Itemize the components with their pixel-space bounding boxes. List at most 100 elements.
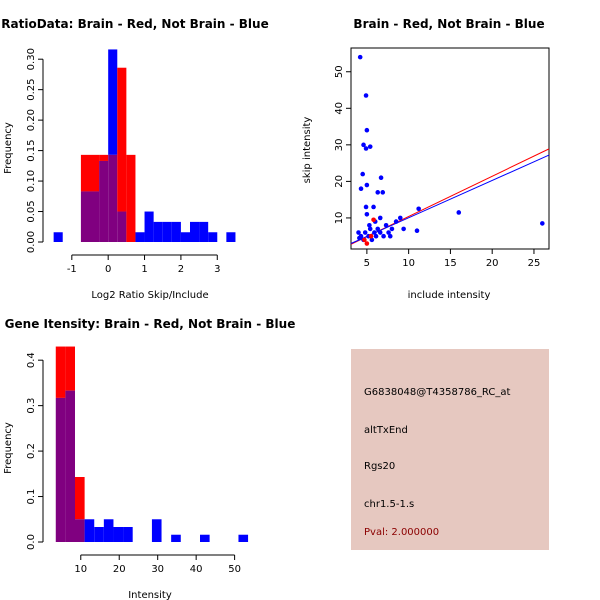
scatter-point-not-brain bbox=[363, 204, 369, 210]
histogram-bar-not-brain bbox=[108, 49, 118, 155]
x-tick-label: 25 bbox=[528, 258, 541, 269]
scatter-point-not-brain bbox=[540, 221, 545, 226]
scatter-point-not-brain bbox=[372, 230, 377, 235]
histogram-bar-not-brain bbox=[153, 221, 163, 242]
intensity-histogram-ylabel: Frequency bbox=[3, 422, 14, 474]
y-tick-label: 0.00 bbox=[26, 231, 37, 253]
histogram-bar-brain bbox=[126, 154, 136, 242]
x-tick-label: 2 bbox=[178, 264, 184, 275]
y-tick-label: 0.2 bbox=[26, 443, 37, 459]
histogram-bar-overlap bbox=[75, 519, 85, 542]
scatter-point-not-brain bbox=[393, 219, 399, 224]
y-tick-label: 0.15 bbox=[26, 139, 37, 161]
scatter-point-not-brain bbox=[356, 230, 361, 235]
x-tick-label: 10 bbox=[402, 258, 415, 269]
x-tick-label: 20 bbox=[113, 564, 126, 575]
scatter-point-not-brain bbox=[360, 171, 365, 177]
x-tick-label: 20 bbox=[486, 258, 499, 269]
scatter-point-not-brain bbox=[456, 210, 462, 215]
scatter-point-not-brain bbox=[389, 226, 395, 232]
histogram-bar-not-brain bbox=[180, 232, 190, 242]
histogram-bar-brain bbox=[55, 346, 66, 398]
histogram-bar-not-brain bbox=[103, 519, 114, 542]
histogram-bar-overlap bbox=[55, 397, 66, 542]
histogram-bar-overlap bbox=[99, 160, 109, 242]
histogram-bar-overlap bbox=[80, 191, 90, 242]
gene-name: Rgs20 bbox=[364, 461, 396, 472]
scatter-point-not-brain bbox=[358, 186, 364, 191]
histogram-bar-not-brain bbox=[53, 232, 63, 242]
histogram-bar-brain bbox=[117, 67, 127, 212]
event-type: altTxEnd bbox=[364, 425, 408, 436]
histogram-bar-overlap bbox=[90, 191, 100, 242]
scatter-point-not-brain bbox=[386, 230, 391, 235]
ratio-histogram-ylabel: Frequency bbox=[3, 122, 14, 174]
scatter-points bbox=[356, 54, 545, 246]
scatter-point-not-brain bbox=[357, 235, 362, 241]
histogram-bar-overlap bbox=[108, 154, 118, 242]
ratio-histogram-title: RatioData: Brain - Red, Not Brain - Blue bbox=[1, 17, 268, 31]
x-tick-label: 1 bbox=[141, 264, 147, 275]
scatter-point-not-brain bbox=[363, 93, 369, 98]
y-tick-label: 10 bbox=[334, 212, 345, 225]
probe-id: G6838048@T4358786_RC_at bbox=[364, 387, 511, 398]
scatter-point-not-brain bbox=[375, 226, 381, 232]
histogram-bar-brain bbox=[75, 477, 85, 520]
histogram-bar-not-brain bbox=[208, 232, 218, 242]
scatter-point-not-brain bbox=[363, 146, 369, 151]
y-tick-label: 0.1 bbox=[26, 489, 37, 505]
scatter-point-brain bbox=[371, 217, 376, 223]
histogram-bar-not-brain bbox=[199, 221, 209, 242]
scatter-point-brain bbox=[368, 233, 374, 239]
scatter-point-not-brain bbox=[377, 230, 383, 235]
y-tick-label: 20 bbox=[334, 175, 345, 188]
histogram-bar-not-brain bbox=[171, 221, 181, 242]
scatter-point-not-brain bbox=[362, 230, 368, 235]
histogram-bar-brain bbox=[99, 154, 109, 161]
scatter-title: Brain - Red, Not Brain - Blue bbox=[353, 17, 544, 31]
scatter-axes: 5 10 15 20 25 10 20 30 40 50 bbox=[334, 65, 540, 269]
histogram-bar-brain bbox=[65, 346, 75, 391]
ratio-histogram-axes: -1 0 1 2 3 0.00 0.05 0.10 0.15 0.20 0.25 0.30 bbox=[26, 48, 220, 275]
scatter-xlabel: include intensity bbox=[408, 290, 491, 301]
fit-line-blue bbox=[350, 154, 550, 244]
x-tick-label: 5 bbox=[364, 258, 370, 269]
histogram-bar-overlap bbox=[117, 211, 127, 242]
scatter-point-not-brain bbox=[414, 228, 420, 234]
info-panel: G6838048@T4358786_RC_at altTxEnd Rgs20 c… bbox=[351, 349, 549, 550]
histogram-bar-not-brain bbox=[94, 527, 104, 542]
scatter-point-not-brain bbox=[367, 226, 373, 232]
histogram-bar-not-brain bbox=[171, 534, 181, 542]
histogram-bar-brain bbox=[90, 154, 100, 192]
histogram-bar-not-brain bbox=[226, 232, 236, 242]
intensity-histogram-axes: 10 20 30 40 50 0.0 0.1 0.2 0.3 0.4 bbox=[26, 352, 241, 575]
x-tick-label: 0 bbox=[105, 264, 111, 275]
histogram-bar-not-brain bbox=[84, 519, 95, 542]
histogram-bar-not-brain bbox=[151, 519, 162, 542]
y-tick-label: 0.25 bbox=[26, 79, 37, 101]
scatter-point-not-brain bbox=[397, 215, 403, 221]
scatter-fit-lines bbox=[350, 148, 550, 245]
scatter-point-not-brain bbox=[381, 233, 386, 239]
histogram-bar-overlap bbox=[65, 390, 75, 542]
histogram-bar-not-brain bbox=[135, 232, 145, 242]
scatter-point-not-brain bbox=[377, 215, 383, 221]
histogram-bar-not-brain bbox=[113, 527, 124, 542]
scatter-ylabel: skip intensity bbox=[302, 117, 313, 184]
scatter-point-not-brain bbox=[364, 182, 370, 188]
x-tick-label: 30 bbox=[151, 564, 164, 575]
scatter-point-not-brain bbox=[357, 54, 363, 60]
x-tick-label: 10 bbox=[74, 564, 87, 575]
intensity-scatter: Brain - Red, Not Brain - Blue include in… bbox=[302, 17, 550, 301]
intensity-histogram-bars bbox=[55, 346, 249, 542]
pval-text: Pval: 2.000000 bbox=[364, 527, 440, 538]
scatter-point-not-brain bbox=[369, 237, 375, 243]
histogram-bar-not-brain bbox=[200, 534, 210, 542]
histogram-bar-not-brain bbox=[238, 534, 249, 542]
y-tick-label: 0.05 bbox=[26, 200, 37, 222]
x-tick-label: 3 bbox=[214, 264, 220, 275]
histogram-bar-not-brain bbox=[123, 527, 133, 542]
y-tick-label: 0.4 bbox=[26, 352, 37, 368]
intensity-histogram: Gene Itensity: Brain - Red, Not Brain - … bbox=[3, 317, 295, 600]
